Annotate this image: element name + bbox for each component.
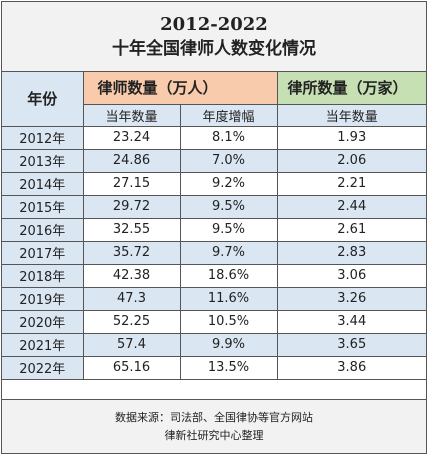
firms-header: 律所数量（万家） (276, 72, 427, 105)
growth-cell: 13.5% (179, 355, 278, 380)
lawyers-growth-header: 年度增幅 (179, 103, 278, 127)
year-cell: 2017年 (2, 240, 84, 265)
year-cell: 2015年 (2, 194, 84, 219)
table-row: 2013年 24.86 7.0% 2.06 (2, 148, 427, 173)
title-text: 十年全国律师人数变化情况 (112, 38, 316, 59)
table-row: 2021年 57.4 9.9% 3.65 (2, 332, 427, 357)
header-row-main: 年份 律师数量（万人） 律所数量（万家） (2, 72, 427, 127)
footer: 数据来源：司法部、全国律协等官方网站 律新社研究中心整理 (2, 399, 426, 453)
lawyers-count-cell: 23.24 (82, 125, 181, 150)
year-cell: 2014年 (2, 171, 84, 196)
table-row: 2018年 42.38 18.6% 3.06 (2, 263, 427, 288)
lawyers-count-cell: 29.72 (82, 194, 181, 219)
firms-count-cell: 3.65 (276, 332, 427, 357)
growth-cell: 18.6% (179, 263, 278, 288)
lawyers-count-cell: 24.86 (82, 148, 181, 173)
table-row: 2016年 32.55 9.5% 2.61 (2, 217, 427, 242)
lawyers-count-cell: 27.15 (82, 171, 181, 196)
table-row: 2015年 29.72 9.5% 2.44 (2, 194, 427, 219)
lawyers-count-cell: 42.38 (82, 263, 181, 288)
growth-cell: 9.5% (179, 217, 278, 242)
table-row: 2022年 65.16 13.5% 3.86 (2, 355, 427, 380)
growth-cell: 9.2% (179, 171, 278, 196)
lawyers-count-cell: 35.72 (82, 240, 181, 265)
year-cell: 2019年 (2, 286, 84, 311)
lawyers-count-cell: 52.25 (82, 309, 181, 334)
lawyers-current-header: 当年数量 (83, 103, 181, 127)
footer-source: 数据来源：司法部、全国律协等官方网站 (115, 410, 313, 424)
firms-current-header: 当年数量 (276, 103, 427, 127)
growth-cell: 11.6% (179, 286, 278, 311)
year-header: 年份 (2, 72, 84, 127)
lawyers-count-cell: 65.16 (82, 355, 181, 380)
title-block: 2012-2022 十年全国律师人数变化情况 (2, 2, 426, 72)
table-body: 2012年 23.24 8.1% 1.93 2013年 24.86 7.0% 2.06 2014… (2, 125, 427, 380)
table-row: 2020年 52.25 10.5% 3.44 (2, 309, 427, 334)
table-row: 2019年 47.3 11.6% 3.26 (2, 286, 427, 311)
lawyers-count-cell: 57.4 (82, 332, 181, 357)
growth-cell: 10.5% (179, 309, 278, 334)
header-row-sub: 当年数量 年度增幅 当年数量 (2, 103, 427, 127)
firms-count-cell: 1.93 (276, 125, 427, 150)
growth-cell: 8.1% (179, 125, 278, 150)
firms-count-cell: 3.44 (276, 309, 427, 334)
firms-count-cell: 3.06 (276, 263, 427, 288)
growth-cell: 9.9% (179, 332, 278, 357)
title-years: 2012-2022 (160, 13, 268, 35)
growth-cell: 7.0% (179, 148, 278, 173)
table-row: 2012年 23.24 8.1% 1.93 (2, 125, 427, 150)
table-row: 2014年 27.15 9.2% 2.21 (2, 171, 427, 196)
footer-credit: 律新社研究中心整理 (164, 428, 264, 442)
year-cell: 2018年 (2, 263, 84, 288)
firms-count-cell: 2.06 (276, 148, 427, 173)
year-cell: 2016年 (2, 217, 84, 242)
firms-count-cell: 2.83 (276, 240, 427, 265)
firms-count-cell: 2.61 (276, 217, 427, 242)
firms-count-cell: 3.86 (276, 355, 427, 380)
lawyers-count-cell: 32.55 (82, 217, 181, 242)
firms-count-cell: 2.44 (276, 194, 427, 219)
table-row: 2017年 35.72 9.7% 2.83 (2, 240, 427, 265)
firms-count-cell: 3.26 (276, 286, 427, 311)
year-cell: 2012年 (2, 125, 84, 150)
growth-cell: 9.5% (179, 194, 278, 219)
year-cell: 2013年 (2, 148, 84, 173)
lawyers-header: 律师数量（万人） (82, 72, 278, 105)
growth-cell: 9.7% (179, 240, 278, 265)
lawyers-count-cell: 47.3 (82, 286, 181, 311)
lawyer-stats-table: 年份 律师数量（万人） 律所数量（万家） 当年数量 年度增幅 当年数量 2012… (2, 72, 427, 380)
year-cell: 2021年 (2, 332, 84, 357)
year-cell: 2020年 (2, 309, 84, 334)
year-cell: 2022年 (2, 355, 84, 380)
firms-count-cell: 2.21 (276, 171, 427, 196)
